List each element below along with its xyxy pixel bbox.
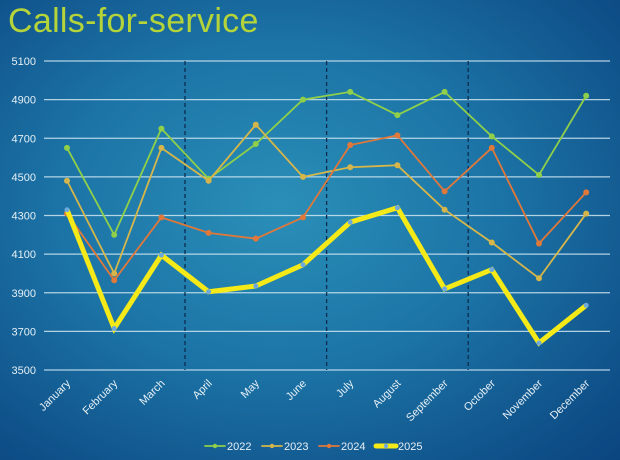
- data-point-2023: [158, 144, 165, 151]
- data-point-2024: [158, 214, 165, 221]
- data-point-2024: [300, 214, 306, 221]
- data-point-2023: [300, 173, 306, 180]
- series-line-2023: [66, 123, 587, 280]
- data-point-2024: [347, 142, 354, 149]
- data-point-2023: [583, 210, 590, 217]
- data-point-2022: [488, 133, 495, 140]
- y-tick-label: 4300: [12, 211, 36, 223]
- legend-label-2023: 2023: [284, 441, 308, 453]
- data-point-2022: [394, 112, 401, 119]
- x-tick-label: January: [37, 377, 74, 414]
- y-tick-label: 3900: [12, 288, 36, 300]
- x-tick-label: April: [191, 378, 215, 402]
- x-tick-label: February: [81, 377, 121, 417]
- data-point-2023: [111, 270, 118, 277]
- legend-marker-2025: [383, 443, 389, 449]
- legend-marker-2022: [212, 443, 218, 449]
- data-point-2025: [394, 205, 400, 211]
- legend-marker-2024: [326, 443, 332, 449]
- data-point-2023: [488, 239, 495, 246]
- data-point-2022: [158, 125, 165, 132]
- data-point-2023: [252, 121, 259, 128]
- data-point-2025: [347, 219, 353, 225]
- data-point-2023: [64, 177, 70, 184]
- data-point-2024: [205, 229, 212, 236]
- data-point-2022: [347, 88, 354, 95]
- data-point-2025: [158, 252, 164, 258]
- data-point-2023: [536, 275, 542, 282]
- data-point-2022: [252, 141, 259, 148]
- data-point-2022: [441, 88, 448, 95]
- data-point-2022: [64, 144, 70, 151]
- data-point-2025: [583, 302, 589, 308]
- data-point-2023: [347, 164, 354, 171]
- legend-label-2024: 2024: [341, 441, 365, 453]
- x-tick-label: March: [137, 378, 167, 408]
- y-tick-label: 5100: [12, 56, 36, 68]
- series-line-2025: [64, 204, 588, 347]
- x-tick-label: July: [334, 377, 357, 400]
- chart-title: Calls-for-service: [8, 2, 259, 40]
- data-point-2025: [253, 283, 259, 289]
- data-point-2025: [206, 289, 212, 295]
- data-point-2025: [536, 340, 542, 346]
- data-point-2023: [205, 177, 212, 184]
- data-point-2022: [300, 96, 306, 103]
- series-line-2024: [66, 134, 587, 282]
- legend-marker-2023: [269, 443, 275, 449]
- legend-label-2025: 2025: [398, 441, 422, 453]
- y-tick-label: 4100: [12, 249, 36, 261]
- x-tick-label: December: [548, 377, 593, 422]
- x-tick-label: September: [404, 377, 451, 424]
- data-point-2024: [583, 189, 590, 196]
- y-tick-label: 4900: [12, 95, 36, 107]
- data-point-2023: [441, 206, 448, 213]
- data-point-2024: [488, 144, 495, 151]
- data-point-2024: [536, 240, 542, 247]
- data-point-2024: [441, 188, 448, 195]
- legend-label-2022: 2022: [227, 441, 251, 453]
- data-point-2025: [489, 267, 495, 273]
- data-point-2025: [64, 207, 70, 213]
- data-point-2024: [394, 132, 401, 139]
- data-point-2025: [442, 286, 448, 292]
- data-point-2022: [583, 92, 590, 99]
- data-point-2025: [300, 262, 306, 268]
- data-point-2025: [111, 325, 117, 331]
- series-line-2022: [66, 90, 587, 237]
- data-point-2024: [111, 277, 118, 284]
- data-point-2022: [536, 171, 542, 178]
- x-tick-label: May: [239, 377, 263, 401]
- x-tick-label: August: [371, 378, 404, 411]
- x-tick-label: November: [501, 377, 546, 422]
- x-tick-label: June: [284, 378, 309, 403]
- data-point-2024: [252, 235, 259, 242]
- y-tick-label: 3500: [12, 365, 36, 377]
- y-tick-label: 4500: [12, 172, 36, 184]
- data-point-2022: [111, 231, 118, 238]
- x-tick-label: October: [462, 377, 498, 413]
- data-point-2023: [394, 162, 401, 169]
- y-tick-label: 4700: [12, 133, 36, 145]
- y-tick-label: 3700: [12, 326, 36, 338]
